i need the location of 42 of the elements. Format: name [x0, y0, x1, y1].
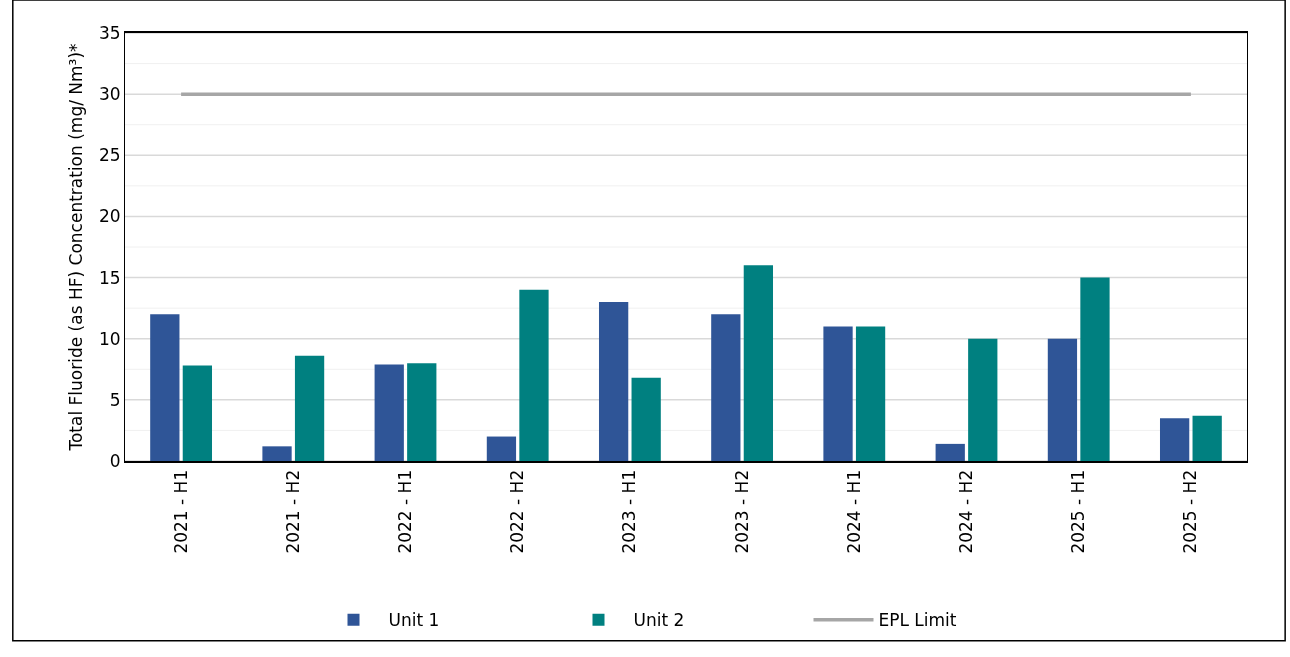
- x-tick-label: 2022 - H2: [507, 469, 528, 554]
- bar: [1192, 415, 1222, 461]
- bar: [374, 364, 404, 461]
- bar: [262, 446, 292, 461]
- y-tick-label: 30: [98, 84, 121, 105]
- bar: [743, 265, 774, 461]
- bar: [935, 443, 965, 461]
- bar: [519, 289, 549, 461]
- y-tick-label: 15: [98, 267, 121, 288]
- bar: [486, 436, 517, 461]
- x-tick-label: 2021 - H1: [170, 469, 191, 554]
- x-tick-label: 2024 - H1: [843, 469, 864, 554]
- bar: [855, 326, 886, 461]
- bar: [1047, 338, 1078, 461]
- y-tick-label: 25: [98, 145, 121, 166]
- x-tick-label: 2023 - H2: [731, 469, 752, 554]
- bar: [598, 302, 629, 461]
- bar: [150, 314, 180, 461]
- bar: [182, 365, 213, 461]
- x-tick-label: 2025 - H1: [1068, 469, 1089, 554]
- y-tick-label: 0: [109, 450, 121, 471]
- bar: [294, 355, 325, 461]
- legend-label: EPL Limit: [878, 610, 957, 631]
- bar: [1159, 418, 1190, 461]
- y-tick-label: 35: [98, 22, 121, 43]
- y-tick-label: 5: [109, 389, 121, 410]
- bar: [631, 377, 661, 461]
- x-tick-label: 2024 - H2: [956, 469, 977, 554]
- bar: [823, 326, 853, 461]
- x-tick-label: 2025 - H2: [1180, 469, 1201, 554]
- y-axis-title: Total Fluoride (as HF) Concentration (mg/ Nm³)*: [65, 43, 86, 452]
- bar: [968, 338, 998, 461]
- bar: [407, 363, 437, 461]
- x-tick-label: 2023 - H1: [619, 469, 640, 554]
- legend-label: Unit 2: [633, 610, 685, 631]
- bar: [1080, 277, 1110, 461]
- legend-label: Unit 1: [388, 610, 440, 631]
- bar: [711, 314, 741, 461]
- y-tick-label: 10: [98, 328, 121, 349]
- x-tick-label: 2021 - H2: [282, 469, 303, 554]
- x-tick-label: 2022 - H1: [395, 469, 416, 554]
- y-tick-label: 20: [98, 206, 121, 227]
